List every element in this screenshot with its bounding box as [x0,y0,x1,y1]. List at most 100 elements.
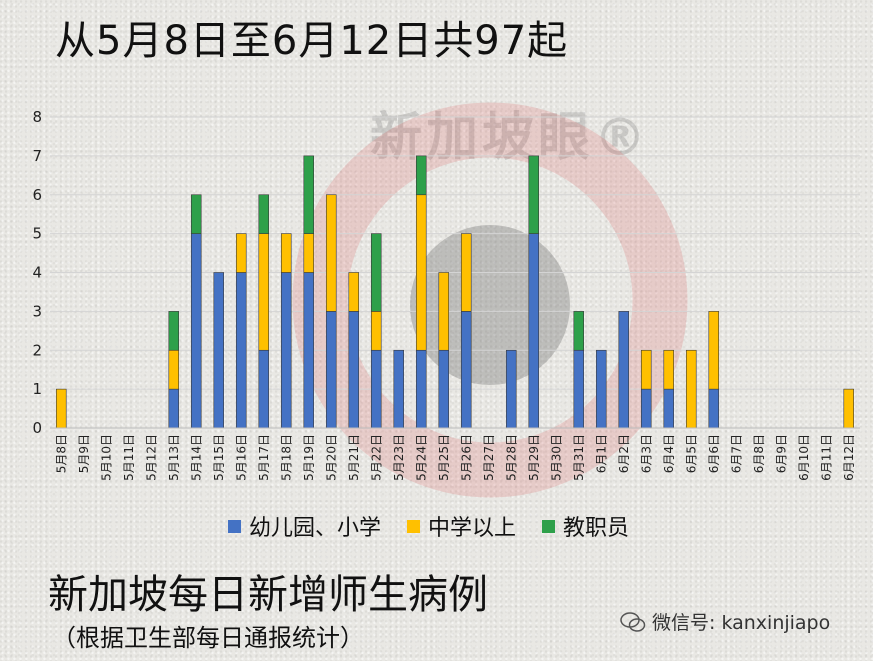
x-tick-label: 5月18日 [279,434,293,481]
x-tick-label: 5月29日 [527,434,541,481]
x-tick-label: 5月12日 [144,434,158,481]
bar-segment-kindergarten-primary [280,272,292,429]
bar-segment-kindergarten-primary [528,233,539,429]
bar-segment-kindergarten-primary [258,349,269,429]
legend-label: 中学以上 [428,516,517,541]
bar-segment-secondary-above [325,194,337,312]
legend-item-kindergarten-primary: 幼儿园、小学 [228,510,381,542]
y-tick-label: 6 [32,186,42,204]
x-tick-label: 6月5日 [684,434,698,473]
bar-segment-kindergarten-primary [303,272,314,429]
legend-item-secondary-above: 中学以上 [407,510,516,542]
bar-segment-secondary-above [370,311,382,351]
x-tick-label: 5月26日 [459,434,473,481]
x-tick-label: 5月17日 [257,434,271,481]
bar-segment-kindergarten-primary [393,349,404,429]
wechat-credit: 微信号: kanxinjiapo [620,608,830,635]
y-tick-label: 5 [32,225,42,243]
wechat-id: 微信号: kanxinjiapo [652,612,831,634]
bar-segment-kindergarten-primary [191,233,202,429]
bar-segment-secondary-above [685,349,697,429]
x-tick-label: 5月30日 [549,434,563,481]
bar-segment-kindergarten-primary [213,272,225,429]
bar-segment-staff [303,155,314,234]
footer-title: 新加坡每日新增师生病例 [48,572,488,618]
y-tick-label: 1 [32,380,42,398]
bar-segment-kindergarten-primary [438,349,449,429]
x-tick-label: 5月20日 [324,434,338,481]
bar-segment-kindergarten-primary [663,388,674,429]
legend-swatch-green [542,519,556,533]
legend: 幼儿园、小学 中学以上 教职员 [228,510,629,542]
y-tick-label: 4 [32,264,42,282]
x-tick-label: 6月2日 [617,434,631,473]
bar-segment-secondary-above [460,233,472,312]
bar-segment-secondary-above [168,349,180,390]
bar-segment-kindergarten-primary [708,388,719,429]
gridlines [50,116,860,429]
x-tick-label: 5月24日 [414,434,428,481]
legend-item-staff: 教职员 [542,510,629,542]
x-tick-label: 6月4日 [662,434,676,473]
bar-segment-staff [370,233,382,312]
bar-segment-kindergarten-primary [460,311,472,429]
bar-segment-kindergarten-primary [618,311,629,429]
y-axis: 0 1 2 3 4 5 6 7 8 [32,108,42,437]
legend-swatch-orange [407,519,421,533]
bar-segment-secondary-above [663,349,674,390]
bar-segment-staff [415,155,427,196]
y-tick-label: 3 [32,302,42,320]
bar-segment-kindergarten-primary [595,349,607,429]
x-tick-label: 5月13日 [167,434,181,481]
x-tick-label: 6月10日 [797,434,811,481]
bar-segment-staff [258,194,269,234]
bar-segment-secondary-above [236,233,247,273]
x-tick-label: 5月31日 [572,434,586,481]
bar-segment-staff [168,311,180,351]
x-tick-label: 6月7日 [729,434,743,473]
bar-segment-secondary-above [640,349,652,390]
page-title: 从5月8日至6月12日共97起 [55,18,569,64]
x-tick-label: 5月22日 [369,434,383,481]
bar-segment-secondary-above [303,233,314,273]
y-tick-label: 7 [32,147,42,165]
bar-segment-secondary-above [438,272,449,351]
x-tick-label: 6月11日 [819,434,833,481]
x-tick-label: 5月23日 [392,434,406,481]
bar-segment-secondary-above [415,194,427,351]
legend-swatch-blue [228,519,241,533]
bar-segment-kindergarten-primary [573,349,584,429]
bar-segment-kindergarten-primary [325,311,337,429]
x-tick-label: 6月3日 [639,434,653,473]
bar-segment-staff [573,311,584,351]
x-tick-label: 5月16日 [234,434,248,481]
bar-segment-kindergarten-primary [505,349,517,429]
legend-label: 教职员 [563,516,630,541]
bar-segment-kindergarten-primary [348,311,359,429]
x-tick-label: 5月8日 [54,434,68,473]
bar-segment-kindergarten-primary [168,388,180,429]
x-tick-label: 5月27日 [482,434,496,481]
y-tick-label: 8 [32,108,42,126]
y-tick-label: 0 [32,419,42,437]
x-axis: 5月8日 5月9日 5月10日 5月11日 5月12日 5月13日 5月14日 5月15日 5月… [50,427,860,481]
bar-segment-secondary-above [708,311,719,390]
x-tick-label: 6月8日 [752,434,766,473]
x-tick-label: 6月1日 [594,434,608,473]
y-tick-label: 2 [32,341,42,359]
bar-segment-kindergarten-primary [415,349,427,429]
bar-segment-kindergarten-primary [640,388,652,429]
bar-segment-staff [528,155,539,234]
x-tick-label: 5月28日 [504,434,518,481]
bar-segment-kindergarten-primary [370,349,382,429]
bar-segment-secondary-above [348,272,359,312]
x-tick-label: 5月15日 [212,434,226,481]
bar-segment-secondary-above [843,388,854,429]
x-tick-label: 6月12日 [842,434,856,481]
bar-segment-secondary-above [280,233,292,273]
x-tick-label: 5月19日 [302,434,316,481]
x-tick-label: 5月10日 [99,434,113,481]
x-tick-label: 6月6日 [707,434,721,473]
x-tick-label: 5月21日 [347,434,361,481]
